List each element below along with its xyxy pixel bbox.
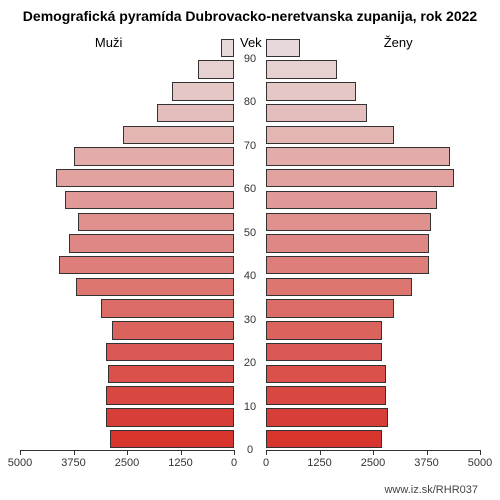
bar-men — [110, 430, 234, 448]
age-tick-label: 20 — [244, 357, 256, 369]
bar-women — [266, 126, 394, 144]
bar-women — [266, 299, 394, 317]
bar-women — [266, 278, 412, 296]
x-tick-mark — [373, 450, 374, 455]
age-tick-label: 60 — [244, 183, 256, 195]
age-tick-label: 80 — [244, 96, 256, 108]
bar-women — [266, 234, 429, 252]
bar-men — [69, 234, 234, 252]
bar-women — [266, 256, 429, 274]
bar-men — [221, 39, 234, 57]
bar-men — [123, 126, 234, 144]
bar-men — [106, 343, 234, 361]
x-tick-mark — [127, 450, 128, 455]
pyramid-chart: Demografická pyramída Dubrovacko-neretva… — [0, 0, 500, 500]
x-tick-mark — [234, 450, 235, 455]
bar-men — [112, 321, 234, 339]
bar-men — [65, 191, 234, 209]
x-tick-label: 1250 — [307, 457, 331, 469]
x-tick-label: 0 — [231, 457, 237, 469]
x-tick-mark — [74, 450, 75, 455]
x-tick-label: 1250 — [168, 457, 192, 469]
label-men: Muži — [95, 35, 122, 50]
bar-women — [266, 343, 382, 361]
bar-women — [266, 82, 356, 100]
x-tick-mark — [427, 450, 428, 455]
x-tick-label: 5000 — [468, 457, 492, 469]
x-tick-label: 2500 — [115, 457, 139, 469]
bar-women — [266, 60, 337, 78]
bar-men — [106, 408, 234, 426]
bar-men — [106, 386, 234, 404]
bar-women — [266, 191, 437, 209]
bar-men — [74, 147, 235, 165]
x-tick-label: 3750 — [414, 457, 438, 469]
x-tick-label: 5000 — [8, 457, 32, 469]
bar-women — [266, 408, 388, 426]
bar-men — [56, 169, 234, 187]
bar-women — [266, 147, 450, 165]
age-tick-label: 50 — [244, 227, 256, 239]
bar-men — [78, 213, 234, 231]
bar-men — [172, 82, 234, 100]
x-tick-label: 2500 — [361, 457, 385, 469]
x-tick-mark — [20, 450, 21, 455]
bar-women — [266, 386, 386, 404]
x-tick-mark — [266, 450, 267, 455]
x-tick-label: 3750 — [61, 457, 85, 469]
x-tick-mark — [480, 450, 481, 455]
bar-men — [76, 278, 234, 296]
bar-women — [266, 213, 431, 231]
x-tick-mark — [320, 450, 321, 455]
bar-men — [157, 104, 234, 122]
age-tick-label: 40 — [244, 270, 256, 282]
label-women: Ženy — [384, 35, 413, 50]
bar-men — [101, 299, 234, 317]
bar-men — [59, 256, 234, 274]
x-tick-label: 0 — [263, 457, 269, 469]
bar-women — [266, 169, 454, 187]
bar-women — [266, 365, 386, 383]
bar-women — [266, 104, 367, 122]
bar-women — [266, 430, 382, 448]
plot-area: 0102030405060708090001250125025002500375… — [20, 50, 480, 450]
age-tick-label: 30 — [244, 314, 256, 326]
bar-men — [108, 365, 234, 383]
age-tick-label: 0 — [247, 444, 253, 456]
age-tick-label: 90 — [244, 53, 256, 65]
source-url: www.iz.sk/RHR037 — [384, 484, 478, 496]
bar-women — [266, 39, 300, 57]
bar-men — [198, 60, 234, 78]
age-tick-label: 70 — [244, 140, 256, 152]
x-tick-mark — [181, 450, 182, 455]
age-tick-label: 10 — [244, 401, 256, 413]
bar-women — [266, 321, 382, 339]
label-age: Vek — [240, 35, 262, 50]
chart-title: Demografická pyramída Dubrovacko-neretva… — [0, 8, 500, 24]
